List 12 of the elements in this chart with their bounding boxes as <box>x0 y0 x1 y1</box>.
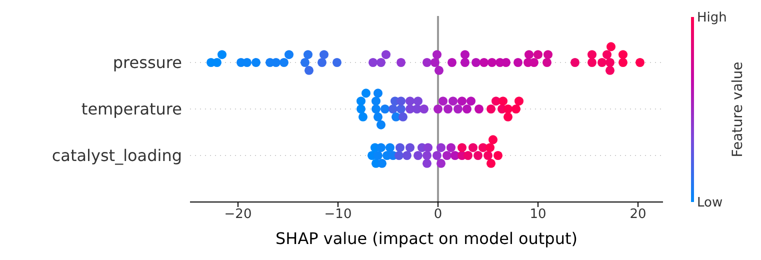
text: Low <box>697 196 723 211</box>
x-tick-label: 10 <box>530 207 546 222</box>
x-tick-label: −20 <box>224 207 252 222</box>
y-tick-label: pressure <box>112 53 182 72</box>
x-tick-label: −10 <box>324 207 352 222</box>
x-tick-label: 0 <box>434 207 442 222</box>
text: High <box>697 10 727 26</box>
color-bar-title: Feature value <box>730 62 746 158</box>
x-axis-title: SHAP value (impact on model output) <box>276 229 578 248</box>
y-tick-label: catalyst_loading <box>52 146 182 166</box>
y-tick-label: temperature <box>81 100 182 119</box>
x-tick-label: 20 <box>630 207 646 222</box>
